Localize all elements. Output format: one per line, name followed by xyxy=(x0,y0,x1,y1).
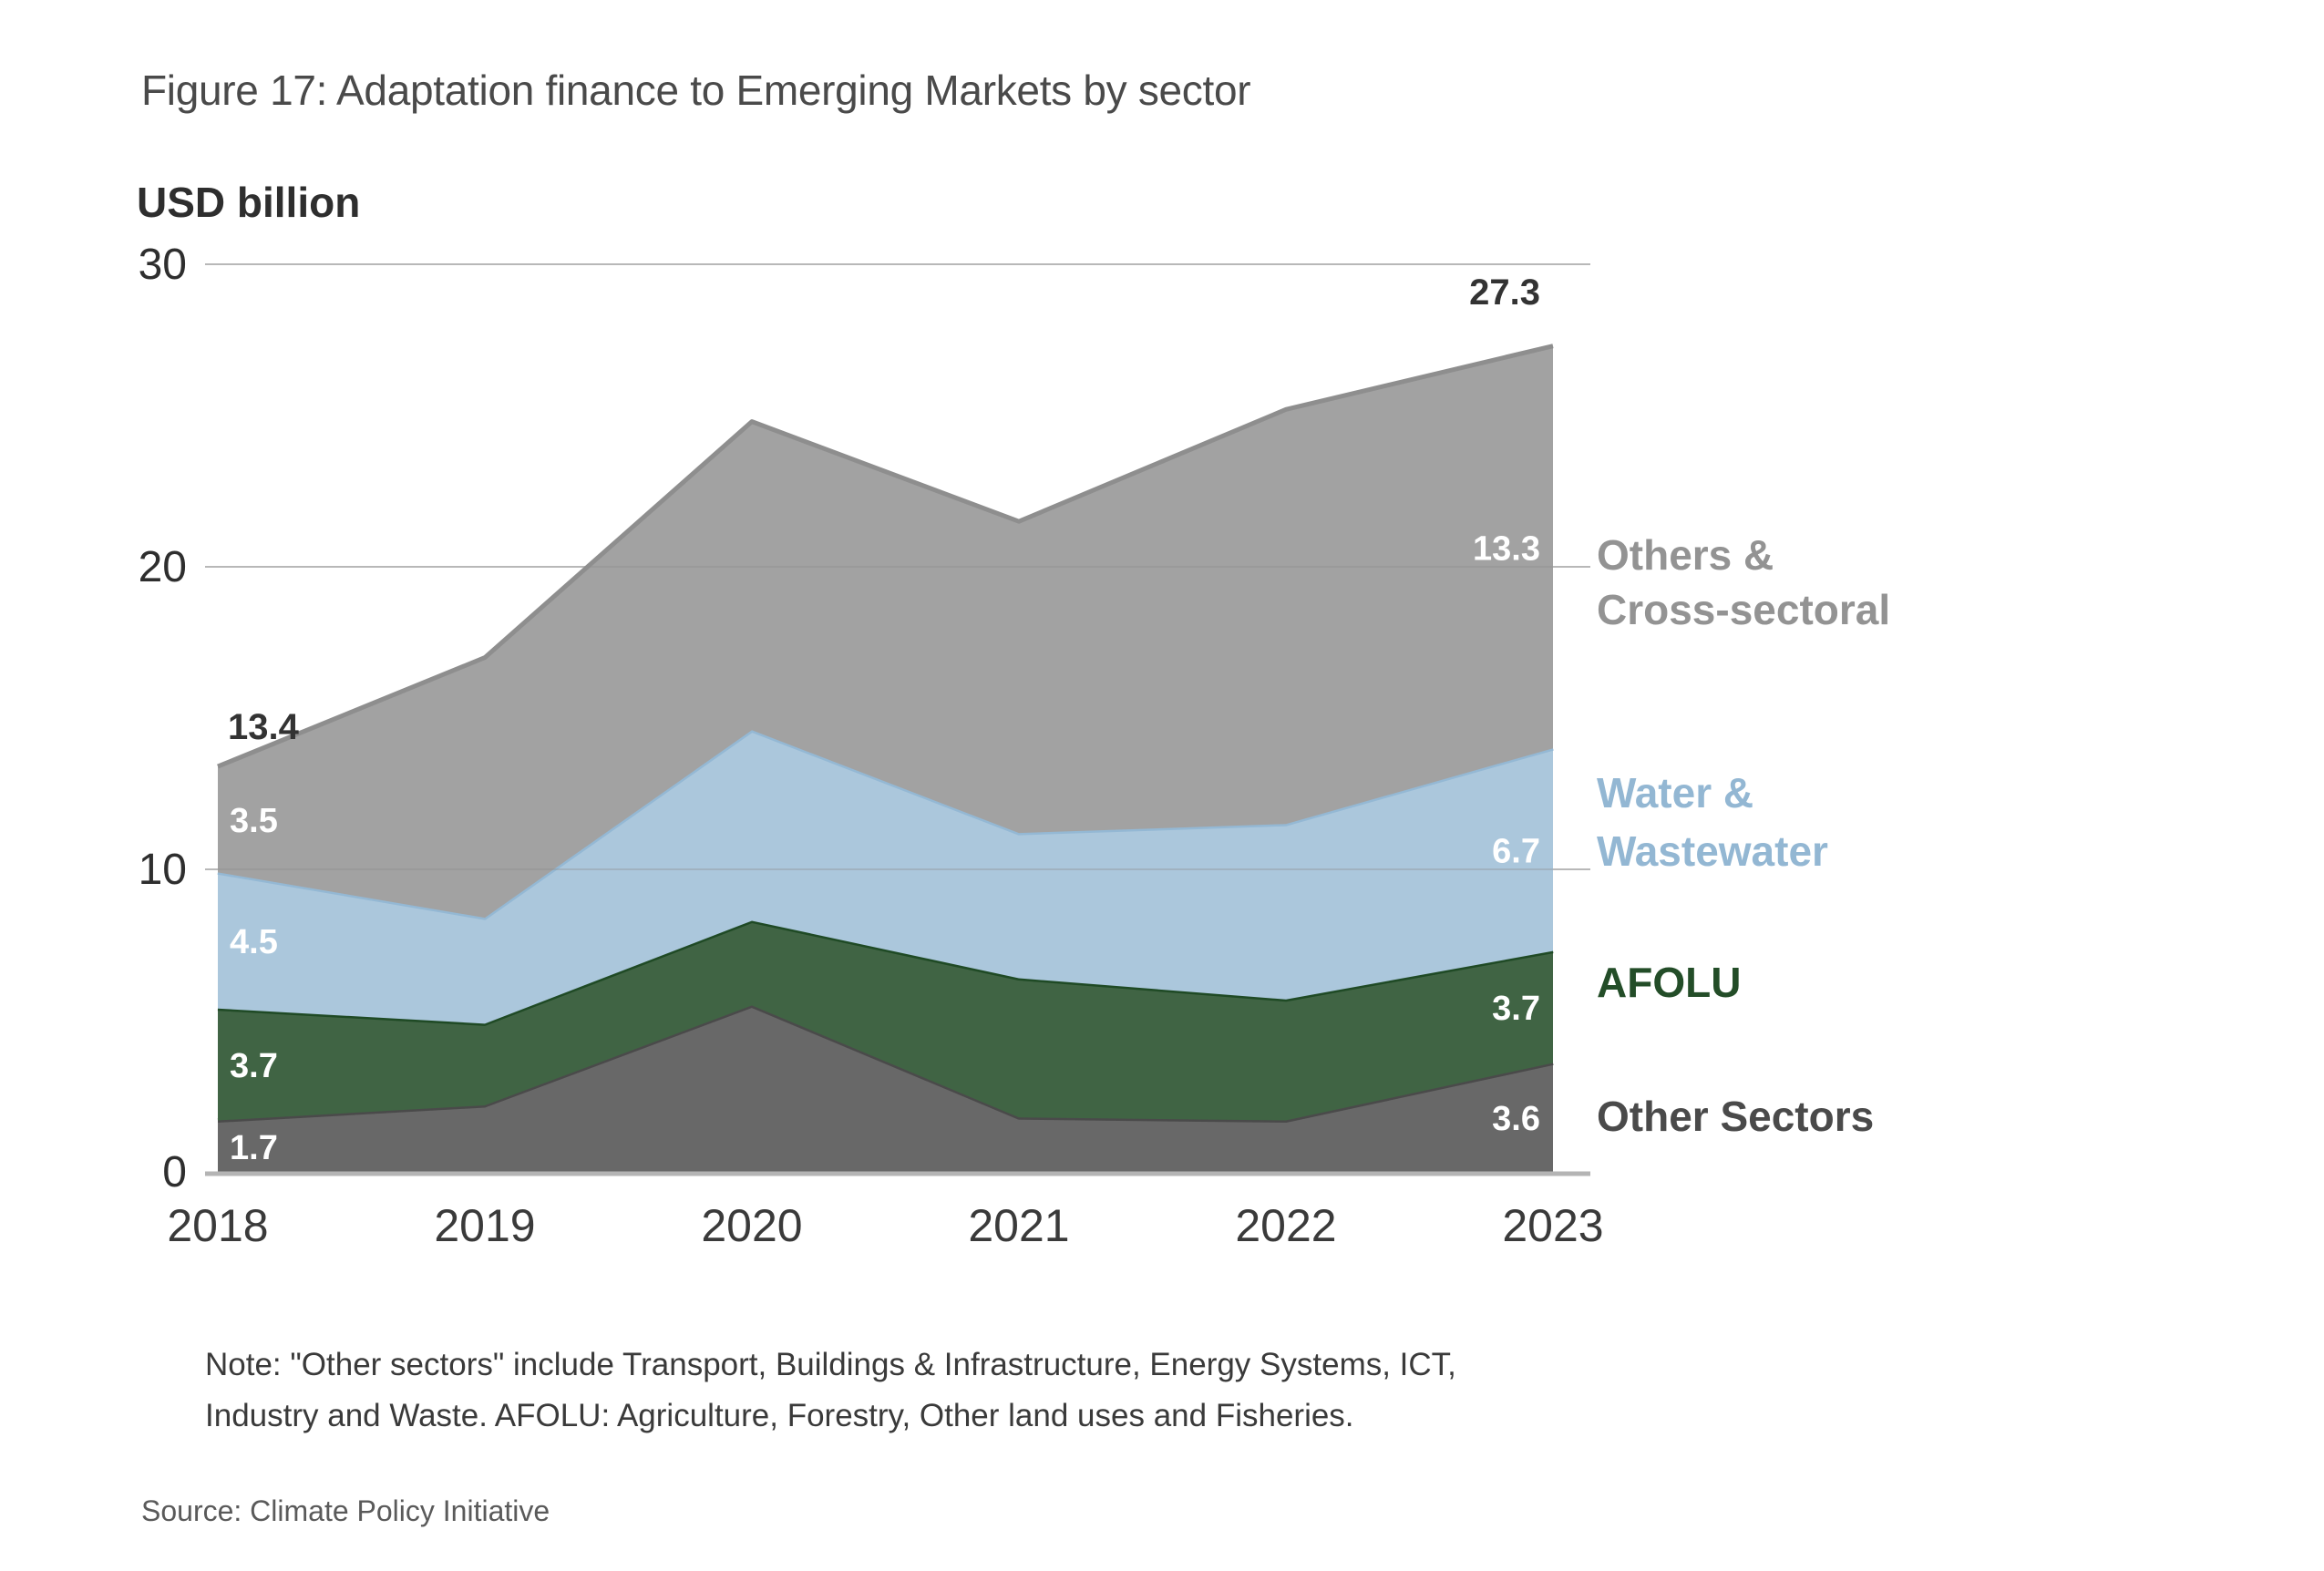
figure-note: Note: "Other sectors" include Transport,… xyxy=(205,1340,1663,1442)
data-label-2023: 6.7 xyxy=(1492,832,1540,870)
figure-source: Source: Climate Policy Initiative xyxy=(141,1494,550,1527)
area-others-cross-sectoral xyxy=(218,345,1553,919)
area-afolu xyxy=(218,920,1553,1121)
data-label-2023: 3.7 xyxy=(1492,990,1540,1028)
area-edge-others-cross-sectoral xyxy=(217,344,1554,769)
area-other-sectors xyxy=(218,1005,1553,1172)
legend-label: Cross-sectoral xyxy=(1597,586,1890,633)
x-tick-label: 2021 xyxy=(968,1200,1069,1251)
note-line-2: Industry and Waste. AFOLU: Agriculture, … xyxy=(205,1398,1354,1433)
legend-label: Wastewater xyxy=(1597,827,1828,875)
legend-label: Others & xyxy=(1597,531,1774,579)
x-tick-label: 2022 xyxy=(1235,1200,1336,1251)
data-label-2018: 1.7 xyxy=(230,1129,278,1167)
data-label-2023: 13.3 xyxy=(1473,529,1540,568)
total-label-2023: 27.3 xyxy=(1469,272,1540,313)
y-tick-label: 30 xyxy=(139,241,187,289)
data-label-2018: 4.5 xyxy=(230,923,278,961)
legend-label: AFOLU xyxy=(1597,959,1741,1006)
y-tick-label: 10 xyxy=(139,846,187,894)
total-label-2018: 13.4 xyxy=(228,707,300,747)
note-line-1: Note: "Other sectors" include Transport,… xyxy=(205,1347,1456,1382)
y-tick-label: 0 xyxy=(162,1148,187,1196)
x-tick-label: 2018 xyxy=(167,1200,268,1251)
legend-label: Water & xyxy=(1597,769,1753,816)
area-edge-other-sectors xyxy=(217,1002,1554,1124)
figure-title: Figure 17: Adaptation finance to Emergin… xyxy=(141,67,1251,114)
data-label-2018: 3.7 xyxy=(230,1047,278,1085)
y-axis-title: USD billion xyxy=(137,179,360,226)
data-label-2018: 3.5 xyxy=(230,802,278,840)
y-tick-label: 20 xyxy=(139,543,187,591)
data-label-2023: 3.6 xyxy=(1492,1100,1540,1138)
area-water-wastewater xyxy=(218,730,1553,1024)
x-tick-label: 2020 xyxy=(701,1200,802,1251)
x-tick-label: 2019 xyxy=(434,1200,535,1251)
legend-label: Other Sectors xyxy=(1597,1093,1874,1140)
x-tick-label: 2023 xyxy=(1502,1200,1603,1251)
